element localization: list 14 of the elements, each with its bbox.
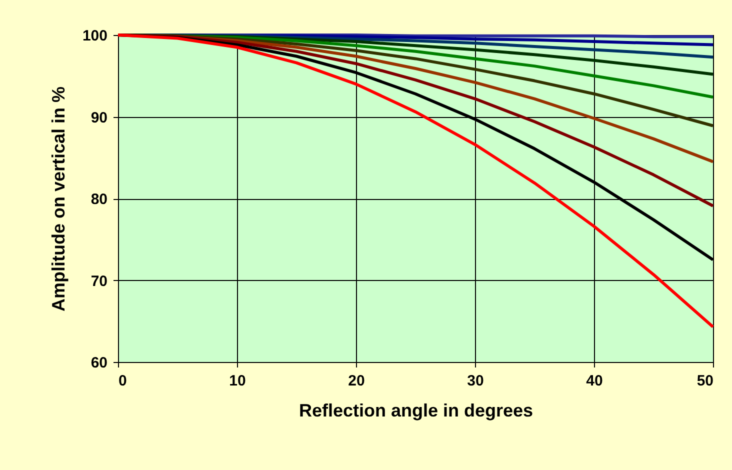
x-tick-label: 50 <box>696 372 714 390</box>
x-tick-label: 10 <box>229 372 246 390</box>
x-tick-label: 0 <box>118 372 127 390</box>
x-tick-label: 30 <box>467 372 484 390</box>
y-tick-label: 80 <box>90 191 108 208</box>
x-tick-label: 20 <box>348 372 365 390</box>
y-axis-title: Amplitude on vertical in % <box>48 86 68 312</box>
y-tick-label: 90 <box>90 109 108 126</box>
x-axis-title: Reflection angle in degrees <box>298 400 534 420</box>
y-tick-label: 100 <box>82 28 108 44</box>
x-tick-label: 40 <box>586 372 603 390</box>
y-tick-label: 60 <box>90 354 108 372</box>
y-tick-label: 70 <box>90 272 108 290</box>
line-series <box>116 34 714 328</box>
